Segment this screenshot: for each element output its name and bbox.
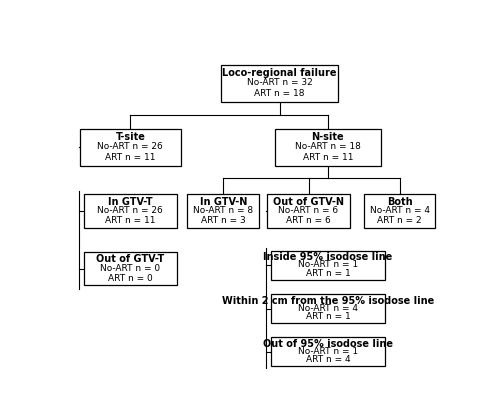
Text: Out of 95% isodose line: Out of 95% isodose line bbox=[263, 339, 393, 349]
Text: No-ART n = 32: No-ART n = 32 bbox=[246, 78, 312, 87]
Text: No-ART n = 4: No-ART n = 4 bbox=[370, 206, 430, 215]
Text: T-site: T-site bbox=[116, 132, 145, 142]
Text: ART n = 11: ART n = 11 bbox=[105, 216, 156, 225]
Text: ART n = 18: ART n = 18 bbox=[254, 89, 305, 98]
Text: In GTV-T: In GTV-T bbox=[108, 197, 152, 207]
Text: No-ART n = 6: No-ART n = 6 bbox=[278, 206, 338, 215]
Text: ART n = 6: ART n = 6 bbox=[286, 216, 331, 225]
Text: No-ART n = 18: No-ART n = 18 bbox=[295, 142, 361, 151]
Text: ART n = 11: ART n = 11 bbox=[105, 153, 156, 162]
Text: ART n = 0: ART n = 0 bbox=[108, 273, 152, 283]
FancyBboxPatch shape bbox=[188, 194, 259, 228]
FancyBboxPatch shape bbox=[271, 337, 385, 366]
Text: N-site: N-site bbox=[312, 132, 344, 142]
Text: No-ART n = 26: No-ART n = 26 bbox=[98, 142, 163, 151]
Text: No-ART n = 4: No-ART n = 4 bbox=[298, 303, 358, 312]
FancyBboxPatch shape bbox=[267, 194, 350, 228]
Text: ART n = 1: ART n = 1 bbox=[306, 269, 350, 278]
Text: In GTV-N: In GTV-N bbox=[200, 197, 247, 207]
Text: Within 2 cm from the 95% isodose line: Within 2 cm from the 95% isodose line bbox=[222, 295, 434, 305]
Text: ART n = 1: ART n = 1 bbox=[306, 312, 350, 321]
FancyBboxPatch shape bbox=[271, 294, 385, 323]
Text: Out of GTV-N: Out of GTV-N bbox=[273, 197, 344, 207]
Text: ART n = 2: ART n = 2 bbox=[378, 216, 422, 225]
Text: Inside 95% isodose line: Inside 95% isodose line bbox=[264, 252, 392, 262]
Text: No-ART n = 8: No-ART n = 8 bbox=[193, 206, 254, 215]
Text: ART n = 3: ART n = 3 bbox=[201, 216, 246, 225]
Text: Out of GTV-T: Out of GTV-T bbox=[96, 254, 164, 264]
Text: No-ART n = 1: No-ART n = 1 bbox=[298, 261, 358, 269]
FancyBboxPatch shape bbox=[274, 129, 381, 166]
Text: ART n = 11: ART n = 11 bbox=[302, 153, 353, 162]
Text: No-ART n = 26: No-ART n = 26 bbox=[98, 206, 163, 215]
FancyBboxPatch shape bbox=[80, 129, 180, 166]
FancyBboxPatch shape bbox=[84, 194, 177, 228]
FancyBboxPatch shape bbox=[84, 252, 177, 286]
FancyBboxPatch shape bbox=[271, 251, 385, 280]
Text: Both: Both bbox=[387, 197, 412, 207]
Text: Loco-regional failure: Loco-regional failure bbox=[222, 68, 337, 78]
Text: ART n = 4: ART n = 4 bbox=[306, 355, 350, 364]
Text: No-ART n = 0: No-ART n = 0 bbox=[100, 264, 160, 273]
FancyBboxPatch shape bbox=[222, 65, 338, 102]
Text: No-ART n = 1: No-ART n = 1 bbox=[298, 347, 358, 356]
FancyBboxPatch shape bbox=[364, 194, 436, 228]
